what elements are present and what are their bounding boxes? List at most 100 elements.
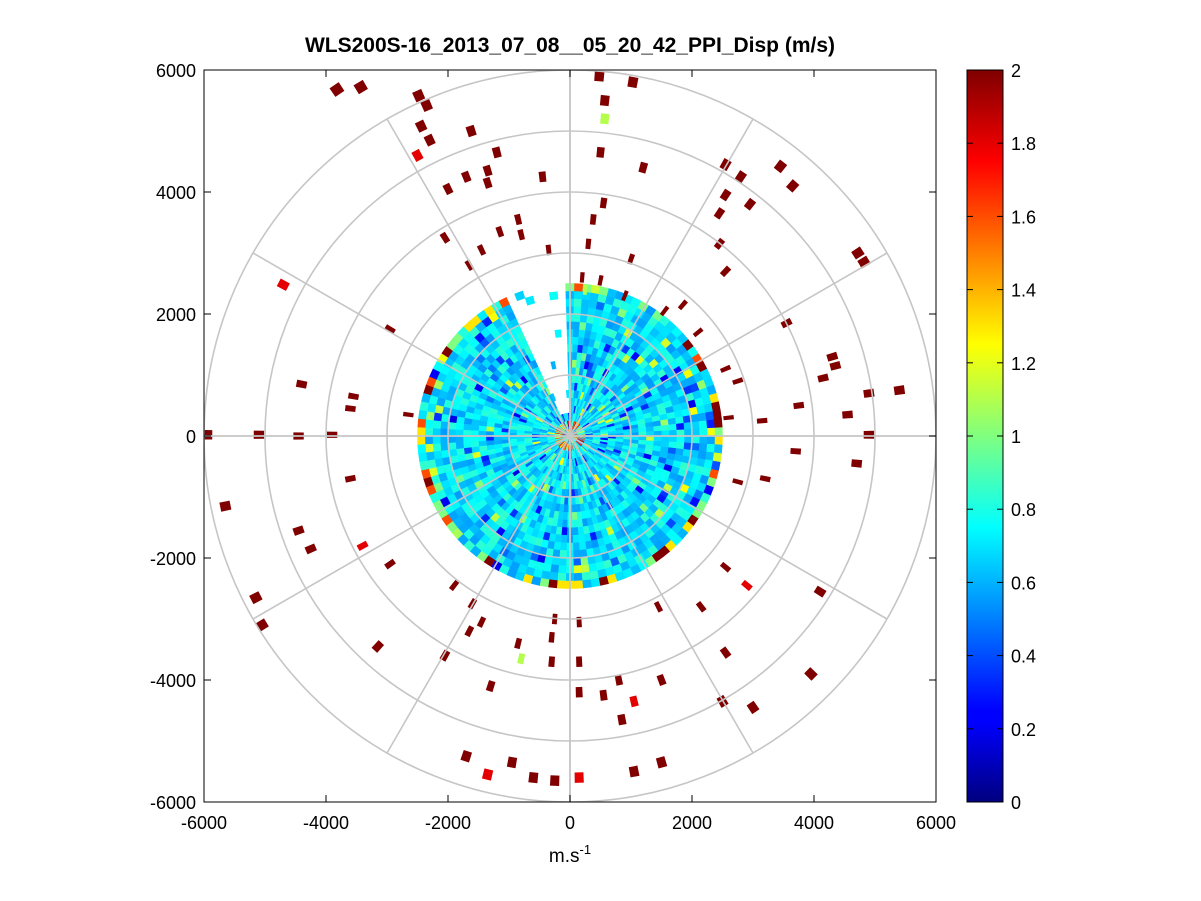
data-cell (356, 540, 369, 551)
data-cell (583, 376, 589, 386)
data-cell (493, 427, 502, 433)
data-cell (579, 417, 586, 425)
data-cell (579, 472, 585, 481)
data-cell (893, 385, 906, 396)
data-cell (519, 451, 528, 458)
data-cell (600, 408, 609, 416)
data-cell (557, 440, 565, 446)
data-cell (583, 486, 590, 496)
data-cell (554, 534, 562, 543)
data-cell (253, 430, 265, 439)
data-cell (481, 405, 492, 413)
data-cell (574, 413, 579, 422)
data-cell (443, 375, 454, 386)
data-cell (480, 387, 491, 396)
data-cell (560, 423, 566, 430)
data-cell (436, 353, 449, 366)
data-cell (577, 438, 585, 443)
data-cell (577, 526, 585, 536)
data-cell (589, 214, 597, 225)
data-cell (537, 391, 545, 400)
colorbar-tick-label: 1 (1011, 427, 1021, 447)
data-cell (617, 360, 627, 370)
data-cell (589, 531, 598, 541)
data-cell (563, 473, 567, 482)
data-cell (460, 749, 473, 763)
data-cell (487, 390, 497, 400)
data-cell (538, 453, 547, 461)
data-cell (532, 406, 541, 414)
data-cell (579, 399, 584, 408)
data-cell (417, 436, 426, 446)
data-cell (558, 511, 564, 520)
data-cell (518, 464, 527, 473)
data-cell (429, 368, 440, 380)
data-cell (504, 357, 515, 367)
data-cell (562, 511, 568, 521)
data-cell (582, 454, 589, 462)
data-cell (513, 502, 523, 512)
data-cell (650, 372, 661, 383)
data-cell (558, 472, 563, 482)
data-cell (696, 457, 706, 468)
data-cell (613, 464, 622, 473)
data-cell (659, 451, 669, 459)
data-cell (628, 492, 638, 502)
data-cell (582, 410, 589, 418)
data-cell (582, 337, 590, 347)
data-cell (498, 373, 509, 384)
data-cell (485, 440, 495, 446)
data-cell (572, 421, 576, 429)
data-cell (603, 399, 612, 408)
x-tick-label: -6000 (181, 813, 227, 833)
data-cell (556, 519, 564, 528)
data-cell (494, 469, 504, 478)
data-cell (599, 442, 608, 447)
data-cell (696, 379, 707, 390)
data-cell (532, 458, 541, 466)
data-cell (504, 379, 514, 388)
data-cell (591, 397, 599, 406)
data-cell (656, 383, 667, 393)
data-cell (533, 446, 542, 452)
data-cell (596, 402, 604, 411)
data-cell (204, 429, 213, 440)
data-cell (637, 381, 648, 391)
data-cell (548, 426, 556, 431)
data-cell (508, 436, 517, 440)
data-cell (546, 404, 553, 412)
data-cell (572, 527, 579, 536)
data-cell (584, 384, 590, 394)
data-cell (591, 347, 599, 357)
data-cell (691, 442, 700, 451)
data-cell (486, 363, 497, 374)
x-axis-label-base: m.s (549, 846, 580, 867)
data-cell (624, 337, 635, 348)
data-cell (617, 502, 627, 512)
data-cell (655, 756, 668, 769)
data-cell (601, 397, 610, 406)
data-cell (344, 474, 357, 483)
x-tick-label: 2000 (672, 813, 712, 833)
data-cell (589, 570, 600, 580)
data-cell (646, 431, 655, 436)
data-cell (489, 457, 499, 465)
data-cell (630, 439, 639, 444)
data-cell (586, 314, 595, 324)
data-cell (613, 420, 623, 426)
data-cell (499, 520, 510, 531)
data-cell (448, 449, 458, 458)
data-cell (719, 188, 732, 202)
data-cell (560, 542, 568, 551)
data-cell (494, 418, 504, 425)
data-cell (553, 446, 561, 454)
data-cell (659, 305, 670, 317)
data-cell (567, 420, 570, 429)
data-cell (614, 474, 624, 483)
data-cell (670, 397, 681, 406)
data-cell (696, 404, 706, 414)
data-cell (619, 395, 628, 404)
data-cell (562, 481, 567, 490)
data-cell (577, 438, 585, 442)
data-cell (573, 382, 578, 391)
